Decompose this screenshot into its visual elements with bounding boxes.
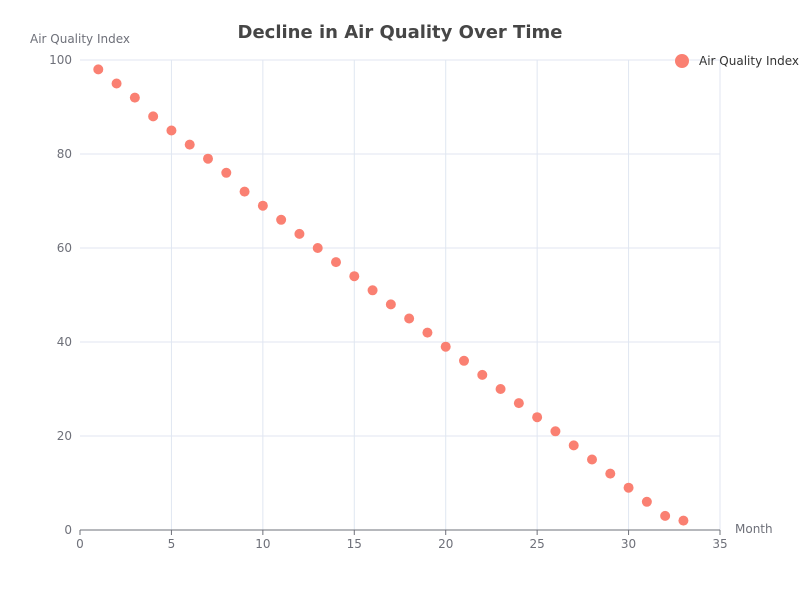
data-point[interactable] [276,214,287,225]
grid-lines [80,59,721,530]
y-tick-label: 40 [57,335,72,349]
data-point[interactable] [239,186,250,197]
data-point[interactable] [367,285,378,296]
y-tick-label: 80 [57,147,72,161]
data-point[interactable] [331,257,341,268]
y-tick-label: 60 [57,241,72,255]
data-point[interactable] [550,426,561,437]
data-point[interactable] [148,111,159,122]
data-point[interactable] [312,243,323,253]
x-tick-label: 30 [621,537,636,551]
x-tick-label: 10 [255,537,270,551]
data-point[interactable] [129,92,140,103]
x-tick-label: 20 [438,537,453,551]
y-tick-label: 100 [49,53,72,67]
x-tick-label: 25 [530,537,545,551]
data-point[interactable] [495,384,506,394]
data-point[interactable] [568,440,579,451]
data-point[interactable] [513,398,524,409]
data-point[interactable] [93,64,104,75]
tick-labels: 0 5 10 15 20 25 30 35 0 20 40 60 80 100 [49,53,728,551]
chart-title: Decline in Air Quality Over Time [238,22,563,43]
data-point[interactable] [477,369,488,380]
data-point[interactable] [166,125,177,136]
data-point[interactable] [404,313,415,324]
data-point[interactable] [184,139,195,150]
data-point[interactable] [385,299,396,310]
data-point[interactable] [203,153,213,164]
data-point[interactable] [221,167,232,178]
legend-item-label: Air Quality Index [699,54,799,68]
y-axis-label: Air Quality Index [30,32,130,46]
data-point[interactable] [294,228,305,239]
y-tick-label: 20 [57,429,72,443]
data-point[interactable] [587,454,597,465]
x-tick-label: 5 [168,537,176,551]
data-point[interactable] [532,412,543,423]
data-point[interactable] [422,327,433,338]
data-point[interactable] [111,78,122,89]
legend[interactable]: Air Quality Index [675,54,799,68]
x-axis-label: Month [735,522,773,536]
data-point[interactable] [678,515,689,526]
x-tick-label: 15 [347,537,362,551]
data-point[interactable] [257,200,268,211]
data-points [93,64,689,526]
data-point[interactable] [605,468,616,479]
x-tick-label: 0 [76,537,84,551]
data-point[interactable] [440,341,451,352]
data-point[interactable] [459,355,469,366]
data-point[interactable] [641,496,652,507]
legend-marker-icon [675,54,689,68]
x-tick-label: 35 [712,537,727,551]
data-point[interactable] [349,271,360,282]
y-tick-label: 0 [64,523,72,537]
data-point[interactable] [660,510,671,521]
data-point[interactable] [623,482,634,493]
axes [79,529,721,535]
